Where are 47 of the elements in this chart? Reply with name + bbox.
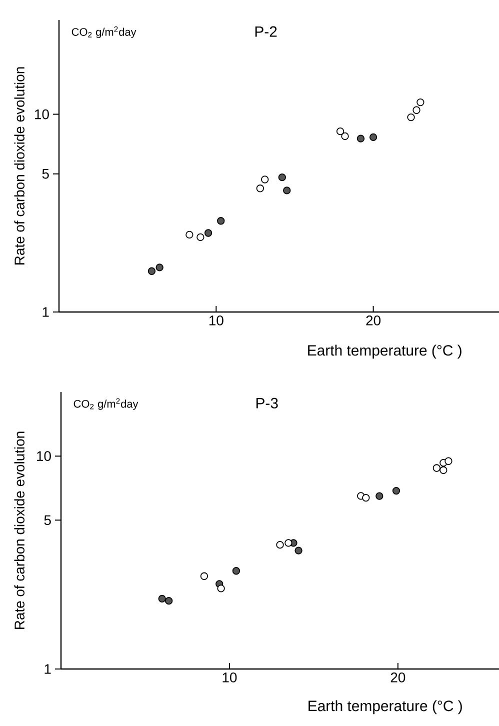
- point: [261, 176, 269, 184]
- point: [432, 464, 441, 472]
- point: [164, 597, 173, 605]
- y-axis-title: Rate of carbon dioxide evolution: [14, 67, 24, 264]
- point: [294, 546, 302, 554]
- point: [200, 572, 208, 580]
- point: [186, 230, 194, 239]
- y-tick-label: 10: [35, 109, 49, 120]
- point: [256, 184, 264, 192]
- point: [232, 567, 240, 575]
- y-tick-label: 5: [44, 515, 51, 526]
- point: [356, 134, 365, 142]
- point: [217, 584, 225, 592]
- y-tick-label: 1: [42, 307, 49, 317]
- point: [276, 541, 284, 549]
- point: [376, 492, 384, 500]
- x-tick-label: 20: [390, 672, 406, 682]
- point: [278, 173, 286, 182]
- point: [158, 594, 166, 602]
- chart-title: P-3: [256, 398, 278, 408]
- y-tick-label: 1: [44, 664, 51, 674]
- point: [440, 466, 448, 474]
- point: [416, 98, 424, 106]
- point: [217, 217, 225, 225]
- point: [336, 128, 344, 136]
- annotation: CO$_{2}$ g/m$^{2}$day: [72, 26, 136, 38]
- x-tick-label: 20: [366, 316, 381, 326]
- point: [204, 229, 212, 237]
- point: [392, 486, 400, 495]
- point: [148, 267, 156, 275]
- y-axis-title: Rate of carbon dioxide evolution: [14, 432, 24, 629]
- point: [284, 539, 292, 547]
- point: [283, 186, 291, 194]
- point: [412, 106, 420, 114]
- point: [369, 133, 378, 142]
- annotation: CO$_{2}$ g/m$^{2}$day: [74, 398, 138, 410]
- y-tick-label: 10: [37, 451, 51, 462]
- point: [156, 264, 164, 272]
- x-axis-title: Earth temperature (°C ): [308, 344, 462, 359]
- point: [444, 457, 452, 465]
- point: [362, 494, 370, 502]
- point: [341, 132, 349, 140]
- point: [407, 113, 415, 122]
- y-tick-label: 5: [42, 168, 49, 179]
- chart-title: P-2: [255, 26, 277, 37]
- point: [196, 233, 204, 242]
- x-axis-title: Earth temperature (°C ): [308, 700, 462, 714]
